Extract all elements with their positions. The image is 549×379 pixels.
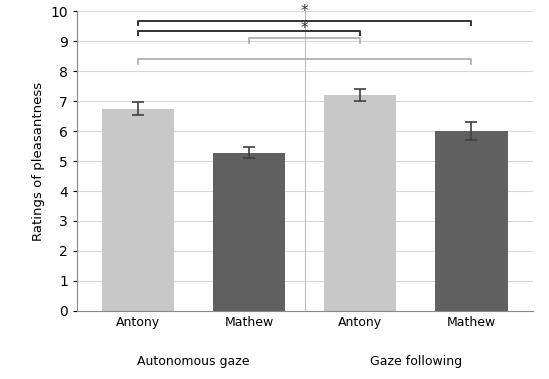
Bar xyxy=(324,95,396,311)
Bar xyxy=(213,153,285,311)
Bar xyxy=(102,109,174,311)
Text: Gaze following: Gaze following xyxy=(370,355,462,368)
Text: *: * xyxy=(301,4,309,19)
Text: *: * xyxy=(301,21,309,36)
Bar xyxy=(435,131,507,311)
Text: Autonomous gaze: Autonomous gaze xyxy=(137,355,250,368)
Y-axis label: Ratings of pleasantness: Ratings of pleasantness xyxy=(32,81,44,241)
